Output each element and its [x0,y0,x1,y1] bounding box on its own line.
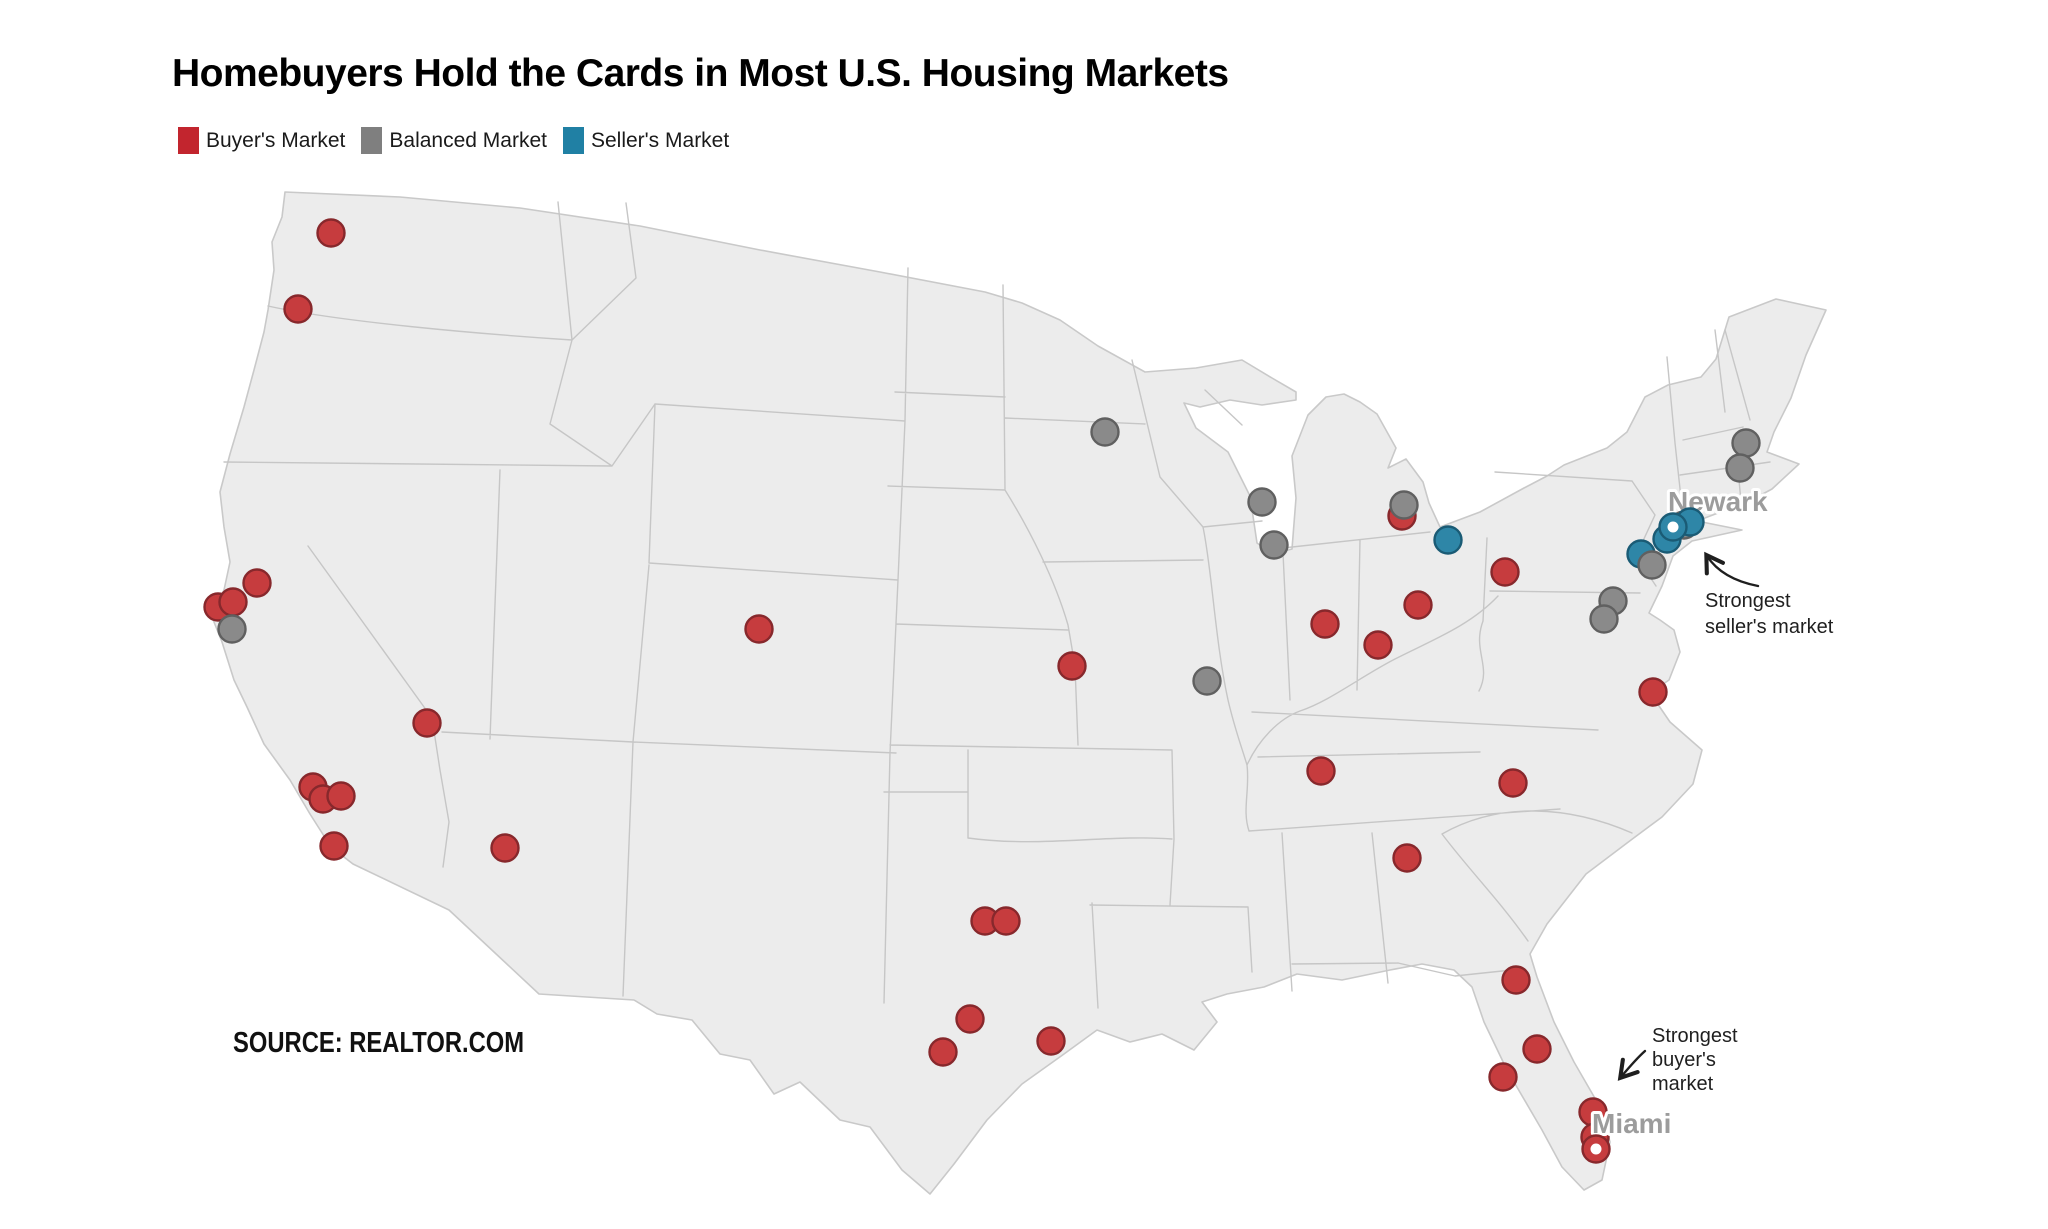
market-dot-balanced[interactable] [1725,453,1755,483]
legend-item-sellers-market: Seller's Market [562,127,730,154]
market-dot-buyer[interactable] [1392,843,1422,873]
market-dot-balanced[interactable] [1259,530,1289,560]
page-title: Homebuyers Hold the Cards in Most U.S. H… [172,52,1229,95]
market-dot-buyer[interactable] [316,218,346,248]
market-dot-buyer[interactable] [1488,1062,1518,1092]
market-dot-buyer[interactable] [1490,557,1520,587]
market-dot-buyer[interactable] [955,1004,985,1034]
market-dot-buyer[interactable] [991,906,1021,936]
market-dot-buyer[interactable] [1403,590,1433,620]
market-dot-buyer[interactable] [218,587,248,617]
legend-item-balanced-market: Balanced Market [361,127,547,154]
source-credit: SOURCE: REALTOR.COM [233,1027,525,1059]
city-label-newark: Newark [1668,486,1768,517]
market-dot-balanced[interactable] [1192,666,1222,696]
sellers-annotation-text: Strongest seller's market [1705,590,1834,638]
market-dot-balanced[interactable] [1731,428,1761,458]
market-dot-balanced[interactable] [217,614,247,644]
legend: Buyer's Market Balanced Market Seller's … [178,127,745,154]
sellers-arrow [1704,551,1760,588]
market-dot-buyer[interactable] [283,294,313,324]
sellers-market-swatch-icon [562,127,584,154]
market-dot-buyer[interactable] [928,1037,958,1067]
market-dot-buyer[interactable] [326,781,356,811]
market-dot-seller[interactable] [1433,525,1463,555]
annotation-strongest-buyers: Strongest buyer's market [1617,1025,1743,1095]
market-dot-buyer[interactable] [242,568,272,598]
buyers-market-swatch-icon [178,127,199,154]
market-dot-balanced[interactable] [1637,550,1667,580]
market-dot-buyer[interactable] [1638,677,1668,707]
market-dot-buyer[interactable] [1501,965,1531,995]
market-dot-buyer[interactable] [1498,768,1528,798]
city-label-miami: Miami [1592,1108,1671,1139]
market-dot-buyer[interactable] [490,833,520,863]
market-dot-buyer[interactable] [1057,651,1087,681]
market-dot-buyer[interactable] [1363,630,1393,660]
buyers-annotation-text: Strongest buyer's market [1652,1025,1743,1095]
header: Homebuyers Hold the Cards in Most U.S. H… [172,52,1229,96]
market-dot-balanced[interactable] [1389,490,1419,520]
market-dot-balanced[interactable] [1090,417,1120,447]
market-dots-highlight-layer [1581,507,1705,1164]
market-dot-balanced[interactable] [1247,487,1277,517]
buyers-arrow [1617,1049,1647,1081]
legend-label: Buyer's Market [206,128,346,152]
market-dot-buyer[interactable] [1522,1034,1552,1064]
market-dot-buyer[interactable] [319,831,349,861]
city-labels: Newark Miami [1589,483,1771,1142]
market-dot-buyer[interactable] [1036,1026,1066,1056]
highlight-center-dot [1590,1143,1602,1155]
market-dot-buyer[interactable] [412,708,442,738]
annotation-strongest-sellers: Strongest seller's market [1704,551,1834,638]
market-dots-layer [203,218,1761,1152]
market-dot-buyer[interactable] [1310,609,1340,639]
state-borders [223,201,1771,1009]
legend-label: Seller's Market [590,128,730,152]
legend-item-buyers-market: Buyer's Market [178,127,345,154]
balanced-market-swatch-icon [361,127,383,154]
market-dot-buyer[interactable] [744,614,774,644]
legend-label: Balanced Market [389,128,547,152]
market-dot-buyer[interactable] [1306,756,1336,786]
market-dot-balanced[interactable] [1589,604,1619,634]
highlight-center-dot [1667,521,1679,533]
